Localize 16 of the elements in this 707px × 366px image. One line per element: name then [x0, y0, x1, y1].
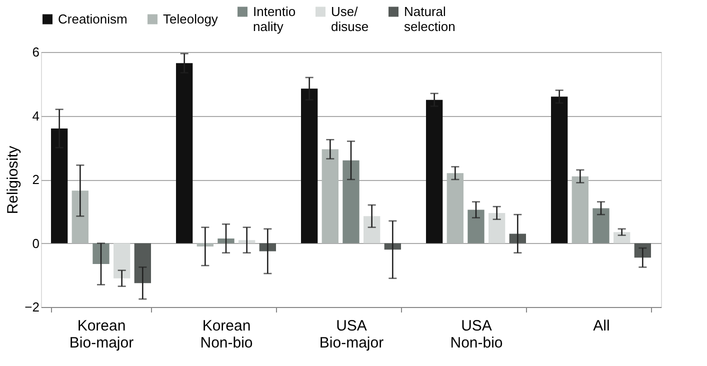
legend-label: Natural selection — [404, 4, 456, 34]
y-axis-title: Religiosity — [4, 145, 22, 214]
y-tick-label: −2 — [24, 300, 40, 314]
x-tick-label: Korean Bio-major — [69, 318, 134, 352]
y-tick-label: 0 — [32, 236, 40, 251]
y-tick-label: 6 — [32, 44, 40, 60]
x-tick-label: USA Bio-major — [319, 318, 384, 352]
x-tick-label: USA Non-bio — [450, 318, 503, 352]
legend-label: Use/ disuse — [331, 4, 369, 34]
legend-label: Creationism — [58, 11, 128, 26]
legend-label: Teleology — [163, 11, 218, 26]
y-tick-label: 2 — [32, 172, 40, 187]
y-tick-label: 4 — [32, 108, 40, 124]
x-tick-label: Korean Non-bio — [200, 318, 253, 352]
legend-label: Intentio nality — [253, 4, 296, 34]
x-tick-label: All — [593, 318, 610, 334]
